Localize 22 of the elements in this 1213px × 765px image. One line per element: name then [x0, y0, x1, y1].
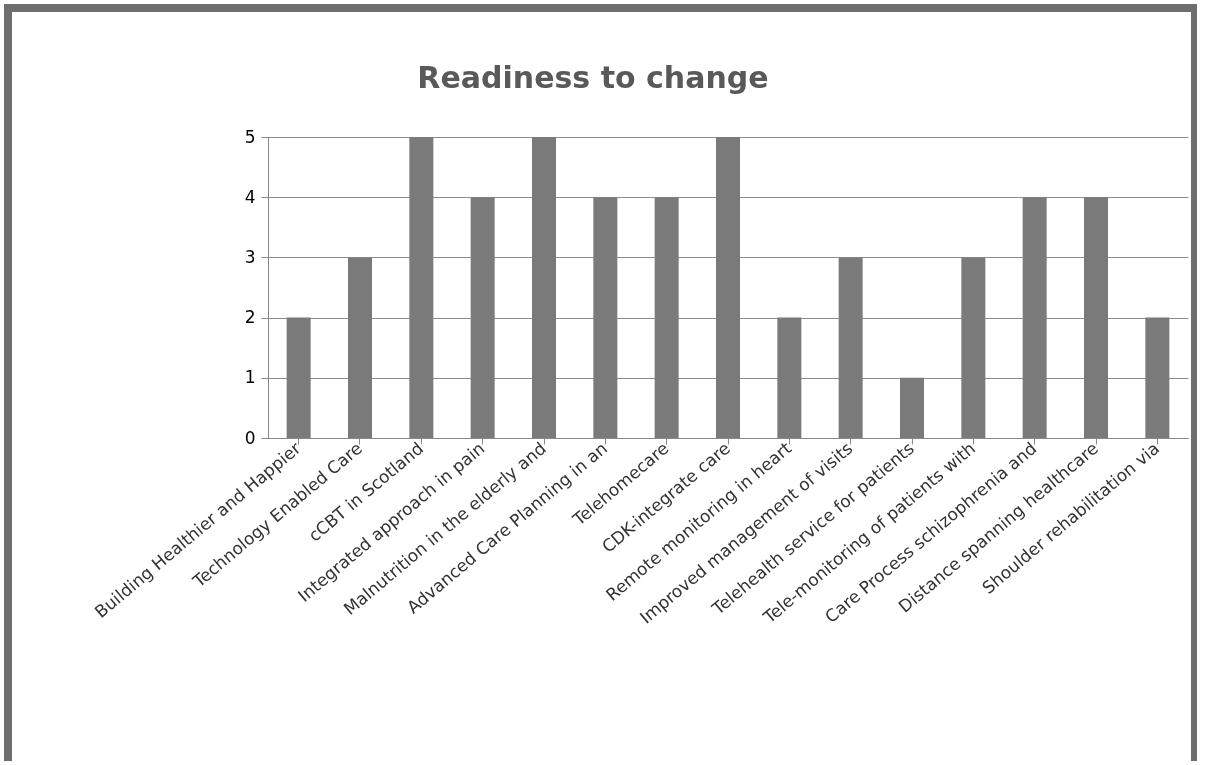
bar	[593, 197, 618, 438]
bar	[286, 317, 311, 438]
bar	[961, 257, 986, 438]
bar	[1084, 197, 1108, 438]
y-tick-label: 5	[244, 126, 256, 147]
y-tick-label: 1	[244, 367, 256, 388]
chart-title: Readiness to change	[417, 60, 769, 95]
bar	[777, 317, 802, 438]
bar	[1145, 317, 1170, 438]
bar	[1022, 197, 1047, 438]
bar	[654, 197, 679, 438]
bar	[838, 257, 863, 438]
y-tick-label: 0	[244, 427, 256, 448]
bar	[900, 377, 924, 438]
bar	[716, 137, 740, 438]
bar	[409, 137, 434, 438]
y-tick-label: 4	[244, 186, 256, 207]
bar	[532, 137, 556, 438]
bar	[470, 197, 495, 438]
y-tick-label: 3	[244, 246, 256, 267]
bar	[348, 257, 372, 438]
y-tick-label: 2	[244, 307, 256, 328]
